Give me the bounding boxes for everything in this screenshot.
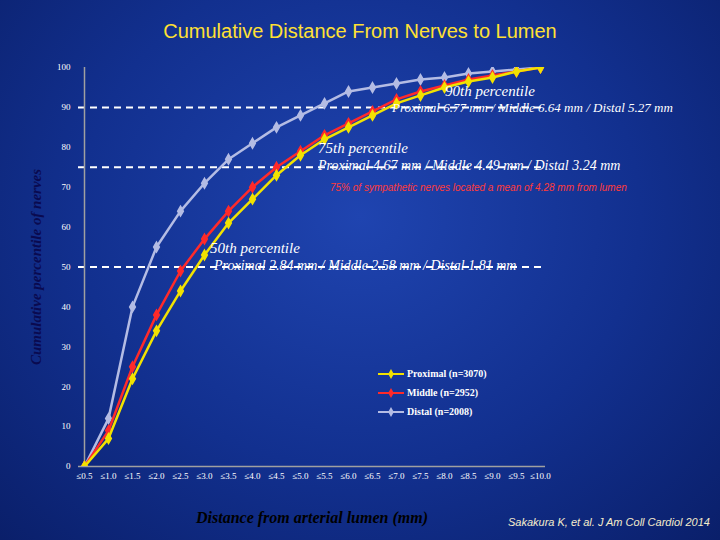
svg-text:≤7.5: ≤7.5	[412, 471, 429, 481]
html-text:Proximal 4.67 mm / Middle 4.49: Proximal 4.67 mm / Middle 4.49 mm / Dist…	[318, 158, 621, 173]
html-text:Proximal 2.84 mm / Middle 2.58: Proximal 2.84 mm / Middle 2.58 mm / Dist…	[214, 258, 517, 273]
svg-text:≤2.0: ≤2.0	[148, 471, 165, 481]
svg-text:60: 60	[62, 222, 72, 232]
html-text:Proximal 6.77 mm / Middle 6.64: Proximal 6.77 mm / Middle 6.64 mm / Dist…	[392, 100, 673, 115]
svg-text:≤8.5: ≤8.5	[460, 471, 477, 481]
svg-text:90: 90	[62, 102, 72, 112]
svg-text:≤3.0: ≤3.0	[196, 471, 213, 481]
svg-text:Distance from arterial lumen (: Distance from arterial lumen (mm)	[195, 509, 428, 527]
html-text:Middle (n=2952): Middle (n=2952)	[407, 387, 478, 398]
html-text:90th percentile: 90th percentile	[445, 83, 535, 99]
svg-text:Cumulative percentile of nerve: Cumulative percentile of nerves	[28, 169, 44, 365]
html-text:Proximal (n=3070): Proximal (n=3070)	[407, 368, 487, 379]
svg-text:≤2.5: ≤2.5	[172, 471, 189, 481]
svg-text:50: 50	[62, 262, 72, 272]
svg-text:≤6.5: ≤6.5	[364, 471, 381, 481]
svg-text:≤5.0: ≤5.0	[292, 471, 309, 481]
svg-text:40: 40	[62, 302, 72, 312]
svg-text:70: 70	[62, 182, 72, 192]
svg-text:≤3.5: ≤3.5	[220, 471, 237, 481]
svg-text:≤1.5: ≤1.5	[124, 471, 141, 481]
svg-text:≤8.0: ≤8.0	[436, 471, 453, 481]
html-text:Distal (n=2008): Distal (n=2008)	[407, 406, 473, 417]
svg-text:80: 80	[62, 142, 72, 152]
svg-text:≤9.5: ≤9.5	[508, 471, 525, 481]
svg-text:30: 30	[62, 342, 72, 352]
svg-text:≤0.5: ≤0.5	[76, 471, 93, 481]
html-text:Sakakura K, et al. J Am Coll C: Sakakura K, et al. J Am Coll Cardiol 201…	[508, 516, 710, 528]
html-text:Cumulative Distance From Nerve: Cumulative Distance From Nerves to Lumen	[163, 20, 557, 42]
svg-text:≤7.0: ≤7.0	[388, 471, 405, 481]
svg-text:0: 0	[66, 461, 71, 471]
svg-text:≤10.0: ≤10.0	[530, 471, 551, 481]
svg-text:≤9.0: ≤9.0	[484, 471, 501, 481]
svg-text:≤5.5: ≤5.5	[316, 471, 333, 481]
svg-text:100: 100	[57, 62, 71, 72]
svg-text:20: 20	[62, 382, 72, 392]
svg-text:≤4.5: ≤4.5	[268, 471, 285, 481]
html-text:75th percentile: 75th percentile	[318, 140, 408, 156]
svg-text:≤1.0: ≤1.0	[100, 471, 117, 481]
svg-text:≤4.0: ≤4.0	[244, 471, 261, 481]
html-text:75% of sympathetic nerves loca: 75% of sympathetic nerves located a mean…	[330, 182, 627, 193]
html-text:50th percentile: 50th percentile	[210, 240, 300, 256]
svg-text:10: 10	[62, 421, 72, 431]
svg-text:≤6.0: ≤6.0	[340, 471, 357, 481]
